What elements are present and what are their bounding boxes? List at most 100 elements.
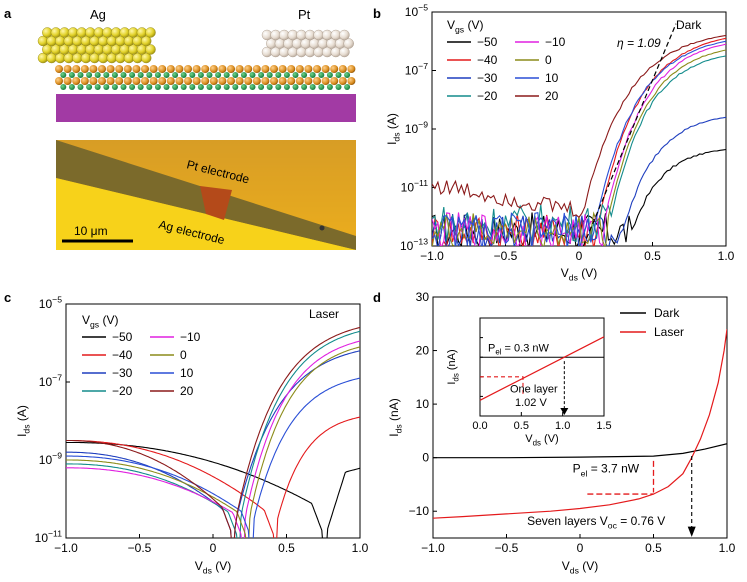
metal-atom <box>249 84 256 90</box>
metal-atom <box>301 84 308 90</box>
legend-entry: −30 <box>112 366 133 380</box>
panel-d-legend: Dark Laser <box>620 306 684 339</box>
panel-a: a Ag Pt Pt electrode Ag electrode 10 μm <box>4 6 356 250</box>
y-tick-label: 10 <box>416 397 430 411</box>
panel-c-legend: Vgs (V)−50 −40 −30 −20 −10 0 10 20 <box>82 313 201 398</box>
y-tick-label: 10−9 <box>39 451 62 467</box>
legend-entry: −50 <box>112 330 133 344</box>
inset-x-axis-label: Vds (V) <box>525 433 558 447</box>
y-tick-label: 10−11 <box>35 529 63 545</box>
metal-atom <box>309 84 316 90</box>
ag-atom <box>140 52 152 64</box>
x-axis-label: Vds (V) <box>561 266 597 283</box>
voc-main-label: Seven layers Voc = 0.76 V <box>527 514 665 531</box>
chalcogen-atom <box>321 77 330 85</box>
chalcogen-atom <box>106 65 115 73</box>
panel-d-label: d <box>373 290 381 305</box>
y-tick-label: 10−13 <box>400 237 428 253</box>
chalcogen-atom <box>218 65 227 73</box>
metal-atom <box>249 72 256 78</box>
chalcogen-atom <box>347 77 356 85</box>
legend-entry: 0 <box>180 348 187 362</box>
series-line-vgs-20 <box>432 34 726 219</box>
series-line-vgs-−40 <box>432 37 726 246</box>
metal-atom <box>189 84 196 90</box>
metal-atom <box>137 72 144 78</box>
chalcogen-atom <box>192 77 201 85</box>
metal-atom <box>240 72 247 78</box>
chalcogen-atom <box>227 77 235 85</box>
chalcogen-atom <box>72 65 81 73</box>
panel-c: c −1.0 −0.5 0 0.5 1.0 10−11 10−9 10−7 10−5 Vds (V… <box>4 290 369 576</box>
metal-atom <box>223 72 230 78</box>
metal-atom <box>129 72 136 78</box>
chalcogen-atom <box>313 77 321 85</box>
y-tick-label: 10−9 <box>405 120 428 136</box>
legend-entry: 10 <box>545 71 559 85</box>
inset-voc-arrowhead <box>560 408 569 415</box>
chalcogen-atom <box>123 65 132 73</box>
series-layer <box>432 34 726 246</box>
chalcogen-atom <box>141 77 149 85</box>
metal-atom <box>232 72 239 78</box>
y-tick-label: 10−7 <box>405 61 428 77</box>
legend-entry: −50 <box>477 35 498 49</box>
chalcogen-atom <box>184 65 192 73</box>
chalcogen-atom <box>330 65 339 73</box>
chalcogen-atom <box>321 65 330 73</box>
metal-atom <box>68 84 75 90</box>
x-tick-label: 1.5 <box>596 420 611 432</box>
chalcogen-atom <box>304 77 313 85</box>
metal-atom <box>68 72 75 78</box>
substrate <box>56 94 356 122</box>
metal-atom <box>326 72 333 78</box>
inset-pel-label: Pel = 0.3 nW <box>488 342 550 356</box>
series-line-dark <box>433 443 727 459</box>
legend-entry: −10 <box>180 330 201 344</box>
chalcogen-atom <box>201 77 210 85</box>
chalcogen-atom <box>184 77 192 85</box>
metal-atom <box>283 84 290 90</box>
panel-d-plot: −1.0 −0.5 0 0.5 1.0 −10 0 10 20 30 Vds (V) Ids (nA) <box>387 290 736 576</box>
chalcogen-atom <box>218 77 227 85</box>
chalcogen-atom <box>141 65 149 73</box>
schematic: Ag Pt <box>37 7 356 122</box>
legend-entry: −10 <box>545 35 566 49</box>
metal-atom <box>283 72 290 78</box>
metal-atom <box>163 84 170 90</box>
ag-atom <box>145 27 156 38</box>
x-axis-label: Vds (V) <box>562 559 598 576</box>
legend-entry: 10 <box>180 366 194 380</box>
x-tick-label: 0.5 <box>514 420 529 432</box>
chalcogen-atom <box>270 65 278 73</box>
panel-b-condition: Dark <box>676 18 702 32</box>
legend-entry: −30 <box>477 71 498 85</box>
legend-entry: 20 <box>180 384 194 398</box>
semiconductor-layers <box>55 65 356 90</box>
metal-atom <box>77 84 84 90</box>
y-axis-label: Ids (A) <box>385 113 402 145</box>
panel-d: d −1.0 −0.5 0 0.5 1.0 −10 0 10 20 30 Vds (V) Ids (n… <box>373 290 736 576</box>
chalcogen-atom <box>175 77 184 85</box>
panel-a-label: a <box>4 6 12 21</box>
pt-electrode-atoms <box>261 29 354 58</box>
chalcogen-atom <box>115 77 124 85</box>
x-tick-label: 1.0 <box>718 249 735 263</box>
inset-series-line <box>479 336 605 401</box>
y-tick-label: 10−7 <box>39 373 62 389</box>
series-line-vgs-10 <box>432 40 726 246</box>
metal-atom <box>197 84 204 90</box>
chalcogen-atom <box>98 77 106 85</box>
metal-atom <box>309 72 316 78</box>
panel-b-plot: −1.0 −0.5 0 0.5 1.0 10−13 10−11 10−9 10−7 10−5 Vds… <box>385 3 735 283</box>
pt-label: Pt <box>298 7 311 22</box>
x-tick-label: −1.0 <box>54 541 78 555</box>
chalcogen-atom <box>295 65 304 73</box>
series-line-vgs-10 <box>66 377 360 538</box>
series-line-vgs-−40 <box>66 416 360 538</box>
chalcogen-atom <box>123 77 132 85</box>
metal-atom <box>258 84 265 90</box>
x-tick-label: 0.0 <box>472 420 487 432</box>
chalcogen-atom <box>227 65 235 73</box>
legend-entry: −40 <box>112 348 133 362</box>
